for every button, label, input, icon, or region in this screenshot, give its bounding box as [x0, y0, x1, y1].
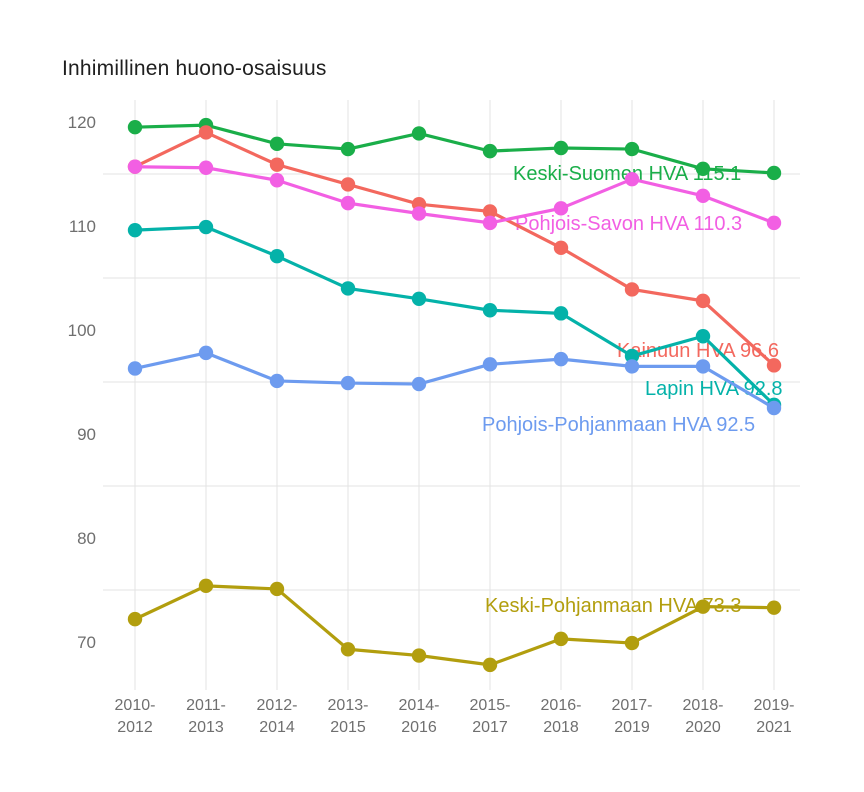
data-point-pohjois-savo — [198, 160, 214, 175]
data-point-lappi — [340, 281, 356, 296]
data-point-pohjois-savo — [411, 206, 427, 221]
data-point-pohjois-pohjanmaa — [766, 400, 782, 416]
data-point-keski-suomi — [482, 143, 498, 159]
data-point-keski-pohjanmaa — [127, 611, 143, 627]
data-point-keski-suomi — [340, 141, 356, 157]
series-line-keski-suomi — [133, 123, 776, 175]
x-axis-tick-label: 2012-2014 — [257, 697, 298, 736]
series-label-kainuu: Kainuun HVA 96.6 — [617, 340, 779, 362]
data-point-keski-suomi — [766, 165, 782, 181]
data-point-pohjois-savo — [624, 172, 640, 187]
x-axis-tick-label: 2014-2016 — [399, 697, 440, 736]
x-axis-tick-label: 2019-2021 — [754, 697, 795, 736]
data-point-keski-suomi — [695, 161, 711, 176]
data-point-pohjois-savo — [127, 159, 143, 174]
data-point-keski-suomi — [624, 141, 640, 157]
y-axis-tick-label: 120 — [68, 113, 96, 132]
data-point-lappi — [482, 303, 498, 318]
data-point-keski-pohjanmaa — [766, 600, 782, 615]
data-point-pohjois-pohjanmaa — [198, 345, 214, 361]
y-axis-tick-label: 90 — [77, 425, 96, 444]
chart-title: Inhimillinen huono-osaisuus — [62, 57, 327, 80]
data-point-lappi — [269, 248, 285, 264]
data-point-keski-pohjanmaa — [553, 631, 569, 647]
data-point-kainuu — [695, 293, 711, 309]
data-point-kainuu — [482, 204, 498, 219]
data-point-kainuu — [766, 358, 782, 373]
series-label-pohjois-pohjanmaa: Pohjois-Pohjanmaan HVA 92.5 — [482, 414, 755, 436]
x-axis-tick-label: 2015-2017 — [470, 697, 511, 736]
data-point-pohjois-savo — [766, 215, 782, 231]
data-point-pohjois-pohjanmaa — [624, 359, 640, 374]
series-label-pohjois-savo: Pohjois-Savon HVA 110.3 — [515, 213, 742, 235]
data-point-pohjois-savo — [553, 201, 569, 216]
data-point-pohjois-pohjanmaa — [482, 357, 498, 372]
y-axis-tick-label: 100 — [68, 321, 96, 340]
data-point-keski-pohjanmaa — [482, 657, 498, 673]
data-point-pohjois-pohjanmaa — [269, 373, 285, 389]
x-axis-tick-label: 2010-2012 — [115, 697, 156, 736]
data-point-kainuu — [553, 240, 569, 256]
data-point-keski-pohjanmaa — [269, 581, 285, 597]
x-axis-tick-label: 2013-2015 — [328, 697, 369, 736]
x-axis-tick-label: 2018-2020 — [683, 697, 724, 736]
data-point-pohjois-pohjanmaa — [695, 359, 711, 374]
x-axis-tick-label: 2011-2013 — [186, 697, 226, 736]
series-line-keski-pohjanmaa — [133, 584, 776, 667]
series-label-lappi: Lapin HVA 92.8 — [645, 378, 783, 400]
x-axis-tick-label: 2017-2019 — [612, 697, 653, 736]
series-line-lappi — [133, 225, 776, 407]
y-axis-tick-label: 70 — [77, 633, 96, 652]
data-point-pohjois-savo — [482, 215, 498, 231]
data-point-lappi — [127, 222, 143, 238]
data-point-kainuu — [269, 157, 285, 172]
series-label-keski-pohjanmaa: Keski-Pohjanmaan HVA 73.3 — [485, 595, 741, 617]
series-line-pohjois-pohjanmaa — [133, 351, 776, 410]
data-point-pohjois-savo — [269, 173, 285, 188]
data-point-pohjois-pohjanmaa — [340, 375, 356, 391]
data-point-lappi — [411, 291, 427, 306]
data-point-keski-pohjanmaa — [198, 578, 214, 594]
data-point-pohjois-pohjanmaa — [127, 361, 143, 376]
x-axis-tick-label: 2016-2018 — [541, 697, 582, 736]
data-point-lappi — [695, 329, 711, 344]
data-point-pohjois-pohjanmaa — [411, 376, 427, 392]
data-point-lappi — [624, 348, 640, 364]
data-point-kainuu — [624, 282, 640, 297]
data-point-kainuu — [198, 125, 214, 140]
y-axis-tick-label: 80 — [77, 529, 96, 548]
data-point-keski-suomi — [553, 140, 569, 156]
data-point-pohjois-savo — [695, 188, 711, 204]
data-point-keski-suomi — [411, 126, 427, 141]
series-line-kainuu — [133, 130, 776, 367]
data-point-lappi — [553, 306, 569, 321]
series-line-pohjois-savo — [133, 165, 776, 225]
data-point-keski-pohjanmaa — [624, 635, 640, 651]
data-point-pohjois-savo — [340, 195, 356, 211]
data-point-lappi — [198, 219, 214, 235]
data-point-keski-suomi — [127, 120, 143, 135]
data-point-keski-suomi — [269, 136, 285, 152]
data-point-kainuu — [340, 177, 356, 192]
data-point-keski-pohjanmaa — [411, 648, 427, 663]
data-point-keski-pohjanmaa — [695, 599, 711, 614]
y-axis-tick-label: 110 — [69, 217, 96, 236]
data-point-keski-pohjanmaa — [340, 642, 356, 657]
data-point-pohjois-pohjanmaa — [553, 351, 569, 367]
